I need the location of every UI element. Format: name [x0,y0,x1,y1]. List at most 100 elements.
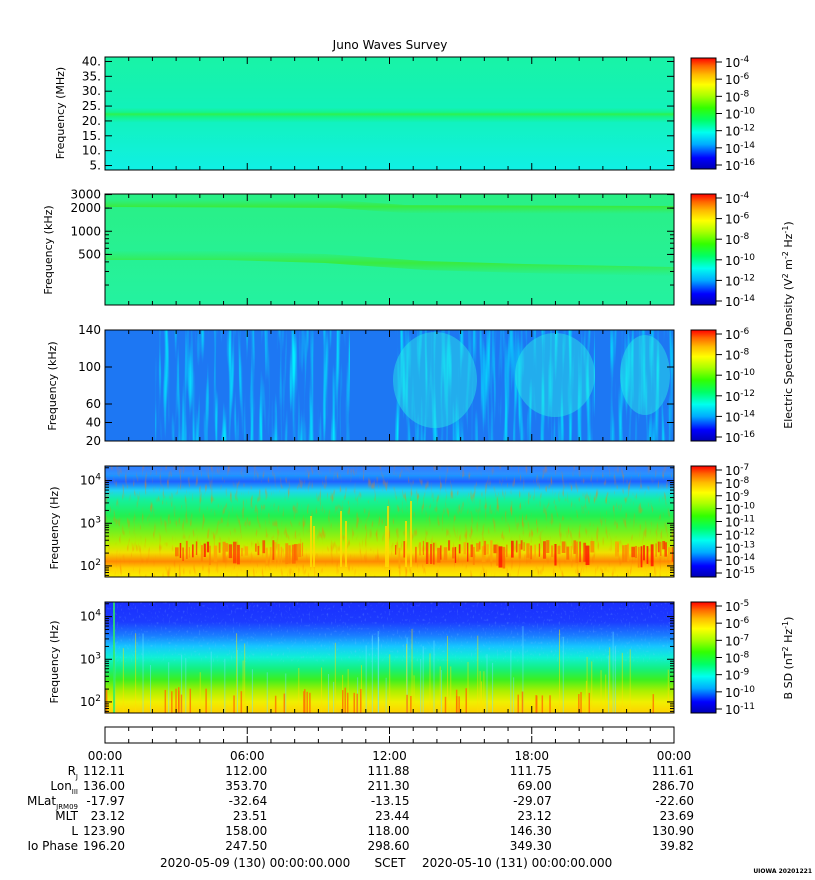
ephemeris-value: 298.60 [368,839,410,853]
colorbar-tick-label: 10-12 [725,124,755,139]
colorbar-tick-label: 10-12 [725,527,755,542]
burst-mark [622,545,625,563]
burst-mark [403,541,406,558]
colorbar-tick-label: 10-8 [725,476,750,491]
burst-mark [472,546,475,565]
burst-mark [546,540,550,553]
colorbar-tick-exp: -11 [740,702,755,712]
burst-mark [236,544,240,565]
ephemeris-label-sub: J [75,773,78,781]
y-tick-label: 3000 [70,188,101,202]
burst-mark [646,546,649,564]
ephemeris-label-main: Io Phase [27,839,78,853]
colorbar-tick-base: 10 [725,634,740,648]
ephemeris-row-label: Io Phase [27,839,78,853]
burst-mark [575,541,578,563]
colorbar-tick-base: 10 [725,652,740,666]
electric-colorbar-title: Electric Spectral Density (V2 m-2 Hz-1) [781,221,795,428]
colorbar-tick-base: 10 [725,369,740,383]
colorbar-tick-exp: -8 [740,348,749,358]
colorbar-tick-exp: -6 [740,327,749,337]
panel-4-colorbar: 10-710-810-910-1010-1110-1210-1310-1410-… [690,463,755,581]
colorbar-tick-label: 10-8 [725,348,750,363]
burst-mark [478,541,481,550]
colorbar-tick-base: 10 [725,703,740,717]
burst-mark [302,542,304,557]
burst-mark [395,545,397,555]
burst-mark [637,546,640,568]
burst-mark [490,540,493,562]
colorbar-tick-exp: -4 [740,55,749,65]
burst-mark [627,543,629,562]
burst-mark [506,544,508,558]
colorbar-tick-exp: -12 [740,124,755,134]
burst-mark [573,540,577,554]
burst-mark [640,546,643,568]
burst-mark [255,543,257,552]
burst-mark [200,545,203,562]
burst-mark [570,545,572,562]
y-tick-label: 15. [82,129,101,143]
y-tick-exp: 2 [95,558,101,568]
panel-1: 40.35.30.25.20.15.10.5. [82,54,675,173]
y-tick-base: 10 [80,695,95,709]
burst-mark [206,541,210,553]
y-tick-exp: 4 [95,609,101,619]
colorbar-tick-label: 10-14 [725,409,755,424]
time-label: 00:00 [657,749,692,763]
scet-end: 2020-05-10 (131) 00:00:00.000 [422,856,612,870]
burst-spike [313,526,315,567]
colorbar-tick-exp: -12 [740,389,755,399]
y-tick-label: 35. [82,69,101,83]
colorbar-tick-label: 10-16 [725,158,755,173]
panel-5-frame [104,601,675,714]
burst-mark [285,543,289,565]
burst-spike [385,526,387,567]
burst-mark [523,542,525,551]
burst-mark [448,540,451,551]
colorbar-tick-exp: -10 [740,107,755,117]
burst-mark [192,544,194,558]
burst-mark [585,545,590,566]
burst-mark [257,545,260,556]
time-label: 18:00 [514,749,549,763]
colorbar-tick-base: 10 [725,541,740,555]
ephemeris-value: 23.12 [91,809,125,823]
burst-mark [433,542,435,565]
ephemeris-value: 69.00 [517,779,551,793]
colorbar-tick-label: 10-10 [725,107,755,122]
colorbar-tick-base: 10 [725,554,740,568]
colorbar-tick-exp: -15 [740,566,755,576]
burst-mark [481,546,486,563]
burst-mark [422,540,425,555]
ephemeris-label-main: Lon [50,779,71,793]
burst-mark [454,546,457,563]
burst-mark [498,546,503,568]
colorbar-tick-label: 10-9 [725,489,750,504]
ephemeris-value: -13.15 [371,794,410,808]
time-label: 06:00 [230,749,265,763]
colorbar-tick-base: 10 [725,56,740,70]
burst-mark [274,542,276,564]
y-tick-base: 10 [80,652,95,666]
colorbar-tick-base: 10 [725,567,740,581]
ephemeris-value: 23.51 [233,809,267,823]
panel-3-frame [104,329,675,442]
burst-mark [272,540,275,560]
colorbar-tick-exp: -12 [740,527,755,537]
burst-mark [280,546,282,564]
panel-3: 140 100 60 40 20 [78,323,675,448]
burst-mark [557,545,561,555]
colorbar-tick-label: 10-16 [725,430,755,445]
panel-4-frame [104,465,675,578]
y-tick-label: 20 [86,434,101,448]
burst-mark [476,543,480,552]
colorbar-tick-exp: -7 [740,633,749,643]
burst-mark [551,545,554,558]
ephemeris-value: 23.12 [517,809,551,823]
colorbar-tick-base: 10 [725,477,740,491]
